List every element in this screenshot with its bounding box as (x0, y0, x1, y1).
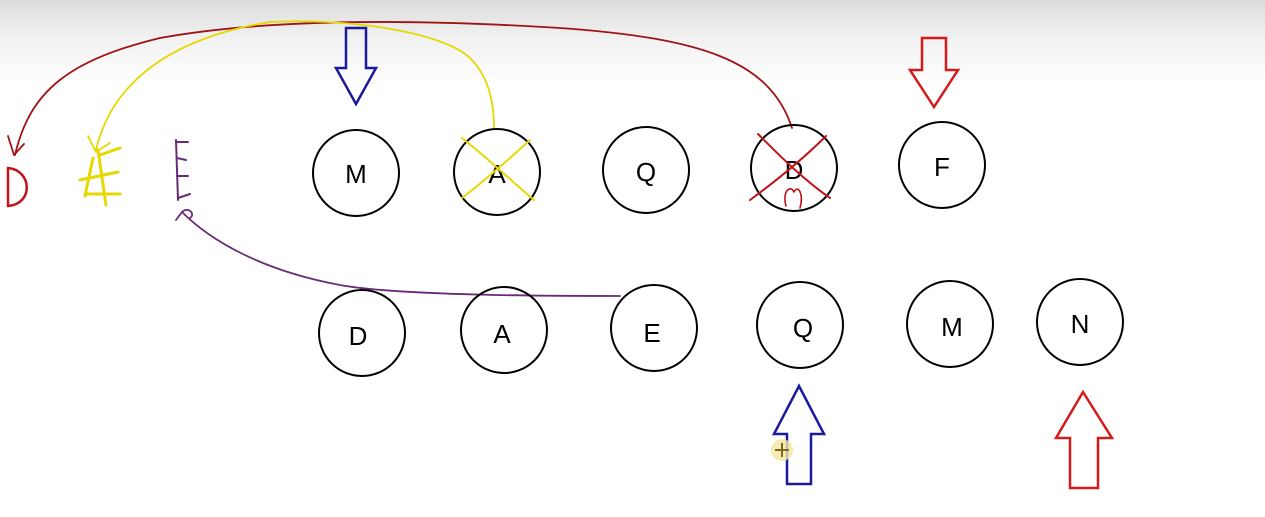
svg-text:A: A (488, 159, 506, 189)
blue-pointer-up (771, 383, 827, 486)
red-pointer-down (907, 36, 961, 110)
cursor-highlight (771, 439, 793, 461)
svg-text:F: F (934, 152, 950, 182)
red-cross-mark (749, 133, 831, 201)
handwritten-a-yellow (78, 146, 122, 207)
top-node-d: D (749, 124, 838, 212)
top-node-m: M (312, 129, 400, 217)
bottom-node-d: D (318, 289, 406, 377)
top-node-q: Q (602, 126, 690, 214)
svg-text:A: A (493, 319, 511, 349)
svg-text:M: M (941, 312, 963, 342)
svg-text:M: M (345, 159, 367, 189)
top-node-a: A (453, 128, 541, 216)
blue-pointer-down (333, 26, 379, 107)
purple-curve (181, 211, 621, 297)
move-cursor-icon (775, 443, 789, 457)
red-curve-arrowhead (7, 135, 25, 156)
yellow-curve-arrowhead (87, 135, 111, 153)
top-node-f: F (898, 121, 986, 209)
bottom-node-q: Q (756, 281, 844, 369)
svg-text:D: D (349, 321, 368, 351)
red-pointer-up (1053, 389, 1115, 490)
bottom-node-n: N (1036, 278, 1124, 366)
yellow-cross-mark (461, 137, 535, 201)
svg-text:E: E (643, 318, 660, 348)
bottom-node-e: E (610, 284, 698, 372)
bottom-node-m: M (906, 280, 994, 368)
red-scribble (784, 188, 803, 209)
svg-text:Q: Q (636, 157, 656, 187)
bottom-node-a: A (460, 286, 548, 374)
purple-curve-arrowhead (175, 208, 193, 221)
svg-text:N: N (1071, 309, 1090, 339)
red-curve (14, 21, 793, 156)
handwritten-d-red (6, 166, 28, 208)
handwritten-e-purple (175, 139, 191, 201)
yellow-curve (95, 20, 495, 151)
svg-text:Q: Q (793, 313, 813, 343)
